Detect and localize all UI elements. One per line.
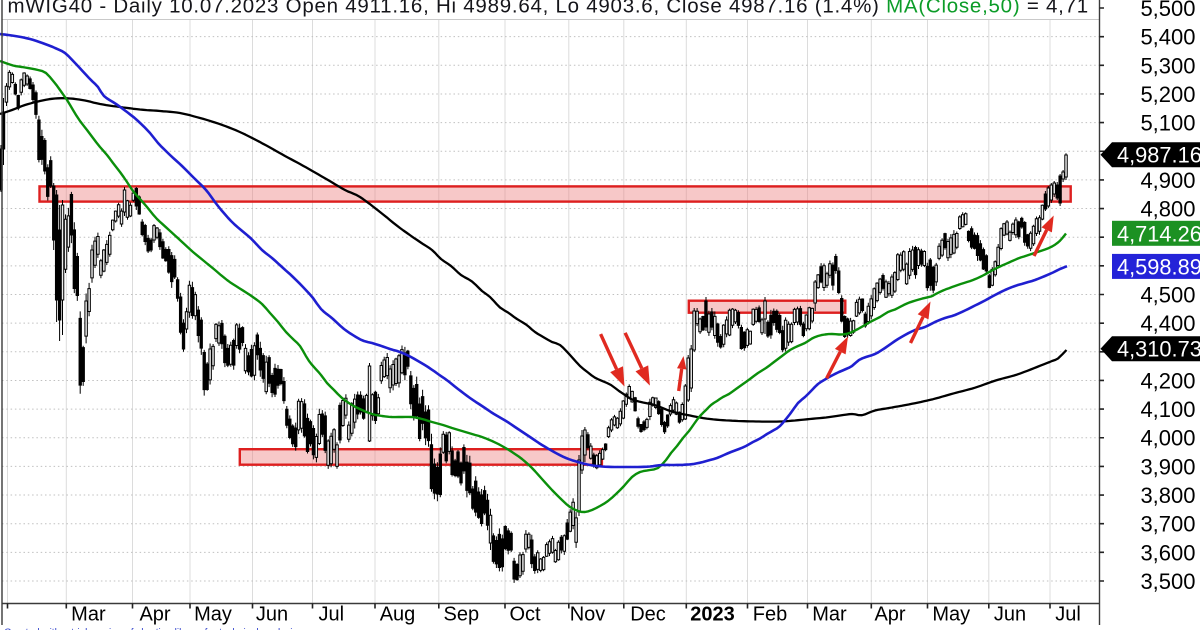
svg-text:4,400: 4,400 (1140, 311, 1195, 336)
svg-text:3,600: 3,600 (1140, 540, 1195, 565)
svg-text:Apr: Apr (139, 604, 170, 626)
svg-text:Dec: Dec (630, 604, 666, 626)
svg-text:Jul: Jul (1055, 604, 1081, 626)
svg-text:Sep: Sep (444, 604, 480, 626)
svg-text:5,200: 5,200 (1140, 82, 1195, 107)
svg-text:3,800: 3,800 (1140, 483, 1195, 508)
svg-text:Oct: Oct (509, 604, 541, 626)
svg-text:3,500: 3,500 (1140, 569, 1195, 594)
svg-text:5,400: 5,400 (1140, 25, 1195, 50)
svg-text:Aug: Aug (380, 604, 416, 626)
svg-text:Feb: Feb (753, 604, 787, 626)
svg-text:4,714.26: 4,714.26 (1117, 221, 1200, 246)
svg-text:2023: 2023 (690, 604, 735, 626)
svg-text:3,700: 3,700 (1140, 512, 1195, 537)
svg-text:4,100: 4,100 (1140, 397, 1195, 422)
svg-text:3,900: 3,900 (1140, 454, 1195, 479)
svg-text:Mar: Mar (71, 604, 106, 626)
svg-text:4,500: 4,500 (1140, 283, 1195, 308)
svg-text:5,300: 5,300 (1140, 53, 1195, 78)
svg-text:4,598.89: 4,598.89 (1117, 254, 1200, 279)
svg-text:Nov: Nov (570, 604, 606, 626)
svg-text:May: May (194, 604, 232, 626)
svg-text:4,310.73: 4,310.73 (1117, 337, 1200, 362)
svg-text:5,100: 5,100 (1140, 111, 1195, 136)
svg-text:4,800: 4,800 (1140, 197, 1195, 222)
svg-text:Jul: Jul (319, 604, 345, 626)
svg-text:4,987.16: 4,987.16 (1117, 143, 1200, 168)
svg-text:mWIG40 - Daily 10.07.2023 Open: mWIG40 - Daily 10.07.2023 Open 4911.16, … (8, 0, 1132, 18)
svg-text:Jun: Jun (256, 604, 288, 626)
svg-text:4,900: 4,900 (1140, 168, 1195, 193)
svg-text:May: May (932, 604, 970, 626)
svg-text:Jun: Jun (994, 604, 1026, 626)
svg-text:4,000: 4,000 (1140, 426, 1195, 451)
svg-text:Created with a trial version o: Created with a trial version of charting… (4, 628, 297, 630)
svg-text:5,500: 5,500 (1140, 0, 1195, 21)
svg-text:4,200: 4,200 (1140, 368, 1195, 393)
svg-text:Apr: Apr (874, 604, 905, 626)
svg-text:Mar: Mar (812, 604, 847, 626)
